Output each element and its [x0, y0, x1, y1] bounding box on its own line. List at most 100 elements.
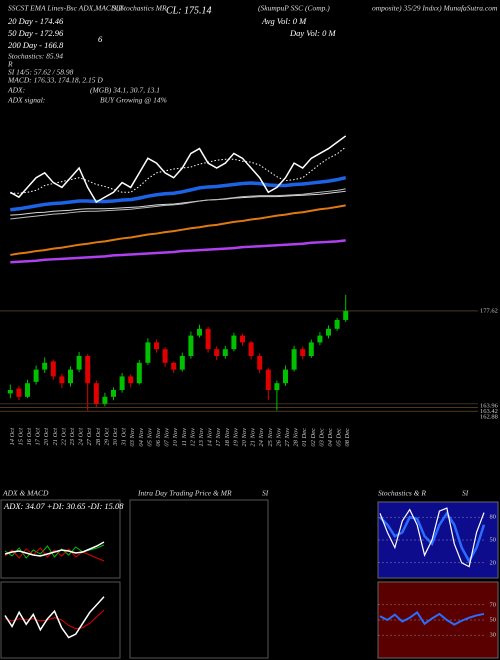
candle-body [162, 349, 168, 363]
y-tick-label: 30 [490, 632, 497, 639]
indicator-text: SI 14/5: 57.62 / 58.98 [8, 68, 74, 77]
y-tick-label: 163.96 [480, 402, 499, 409]
y-tick-label: 162.88 [480, 414, 498, 421]
candle-body [171, 362, 177, 370]
candle-body [128, 376, 134, 384]
indicator-text: (MGB) 34.1, 30.7, 13.1 [90, 86, 160, 95]
x-tick-label: 06 Nov [155, 428, 162, 447]
candle-body [68, 369, 73, 384]
panel-label: ADX: 34.07 +DI: 30.65 -DI: 15.08 [3, 501, 124, 511]
x-tick-label: 19 Nov [232, 428, 239, 447]
x-tick-label: 31 Oct [121, 428, 128, 447]
candle-body [283, 369, 288, 384]
close-price: CL: 175.14 [166, 5, 212, 16]
candle-body [85, 356, 91, 384]
indicator-text: Stochastics: 85.94 [8, 52, 63, 61]
indicator-text: R [7, 60, 13, 69]
candle-body [248, 342, 254, 356]
ma-text: 200 Day - 166.8 [8, 40, 64, 50]
indicator-text: MACD: 176.33, 174.18, 2.15 D [7, 76, 103, 85]
moving-average-line [10, 146, 347, 194]
candle-body [119, 376, 125, 390]
indicator-line [4, 547, 105, 562]
panel-title: SI [462, 489, 469, 498]
candle-body [317, 335, 323, 343]
y-tick-label: 20 [490, 559, 497, 566]
x-tick-label: 24 Oct [78, 428, 85, 446]
x-tick-label: 29 Oct [103, 428, 110, 446]
x-tick-label: 07 Nov [164, 428, 171, 447]
panel-title: Stochastics & R [378, 489, 426, 498]
ma-text: 20 Day - 174.46 [8, 16, 64, 26]
moving-average-line [10, 176, 347, 212]
candle-body [7, 390, 13, 394]
x-tick-label: 02 Dec [310, 428, 317, 447]
x-tick-label: 13 Nov [198, 428, 205, 447]
x-tick-label: 30 Oct [112, 428, 119, 447]
x-tick-label: 05 Dec [336, 428, 343, 447]
x-tick-label: 17 Nov [215, 428, 222, 447]
indicator-line [379, 511, 486, 564]
volume-text: Avg Vol: 0 M [261, 16, 307, 26]
header-text: omposite) 35/29 Indxx) MunafaSutra.com [372, 4, 498, 13]
candle-body [136, 362, 142, 384]
x-tick-label: 24 Nov [258, 428, 265, 447]
y-tick-label: 50 [490, 536, 497, 543]
header-text: SSCST EMA Lines-Bsc ADX,MACD,R [8, 4, 123, 13]
indicator-text: ADX signal: [7, 96, 45, 105]
x-tick-label: 21 Oct [52, 428, 59, 446]
candle-body [231, 335, 237, 350]
candle-body [205, 328, 211, 350]
candle-body [326, 328, 331, 336]
x-tick-label: 15 Oct [17, 428, 24, 446]
candle-body [25, 383, 30, 397]
panel-title: Intra Day Trading Price & MR [137, 489, 232, 498]
x-tick-label: 04 Dec [327, 428, 334, 447]
moving-average-line [10, 188, 346, 220]
x-tick-label: 18 Nov [224, 428, 231, 447]
indicator-line [4, 541, 105, 557]
candle-body [93, 383, 99, 404]
x-tick-label: 17 Oct [35, 428, 42, 446]
header-text: (SkumpuP SSC (Comp.) [258, 4, 330, 13]
ma-text: 50 Day - 172.96 [8, 28, 64, 38]
candle-body [50, 361, 56, 377]
panel-frame [129, 499, 269, 659]
panel-frame [0, 581, 121, 659]
candle-body [154, 342, 159, 350]
moving-average-line [10, 204, 346, 256]
y-tick-label: 163.42 [480, 408, 498, 415]
panel-title: SI [262, 489, 269, 498]
panel-title: ADX & MACD [2, 489, 49, 498]
candle-body [240, 335, 245, 343]
x-tick-label: 16 Oct [26, 428, 33, 446]
candle-body [76, 356, 82, 370]
candle-body [145, 342, 151, 363]
y-tick-label: 177.62 [480, 307, 498, 314]
x-tick-label: 14 Oct [9, 428, 16, 446]
x-tick-label: 03 Dec [318, 428, 325, 447]
close-line [9, 135, 347, 204]
y-tick-label: 50 [490, 616, 497, 623]
header-text: 6 [98, 34, 103, 44]
x-tick-label: 03 Nov [129, 428, 136, 447]
candle-body [265, 369, 271, 390]
x-tick-label: 23 Oct [69, 428, 76, 446]
candle-body [334, 319, 340, 329]
x-tick-label: 20 Oct [43, 428, 50, 446]
x-tick-label: 25 Nov [267, 428, 274, 447]
x-tick-label: 05 Nov [146, 428, 153, 447]
candle-body [33, 369, 39, 382]
candle-body [308, 342, 314, 356]
y-tick-label: 70 [490, 601, 497, 608]
x-tick-label: 12 Nov [189, 428, 196, 447]
volume-text: Day Vol: 0 M [289, 28, 336, 38]
x-tick-label: 27 Nov [284, 428, 291, 447]
moving-average-line [10, 190, 346, 216]
moving-average-line [10, 239, 346, 264]
x-tick-label: 22 Oct [60, 428, 67, 446]
indicator-text: BUY Growing @ 14% [100, 96, 167, 105]
indicator-line [379, 507, 485, 568]
candle-body [214, 349, 220, 356]
